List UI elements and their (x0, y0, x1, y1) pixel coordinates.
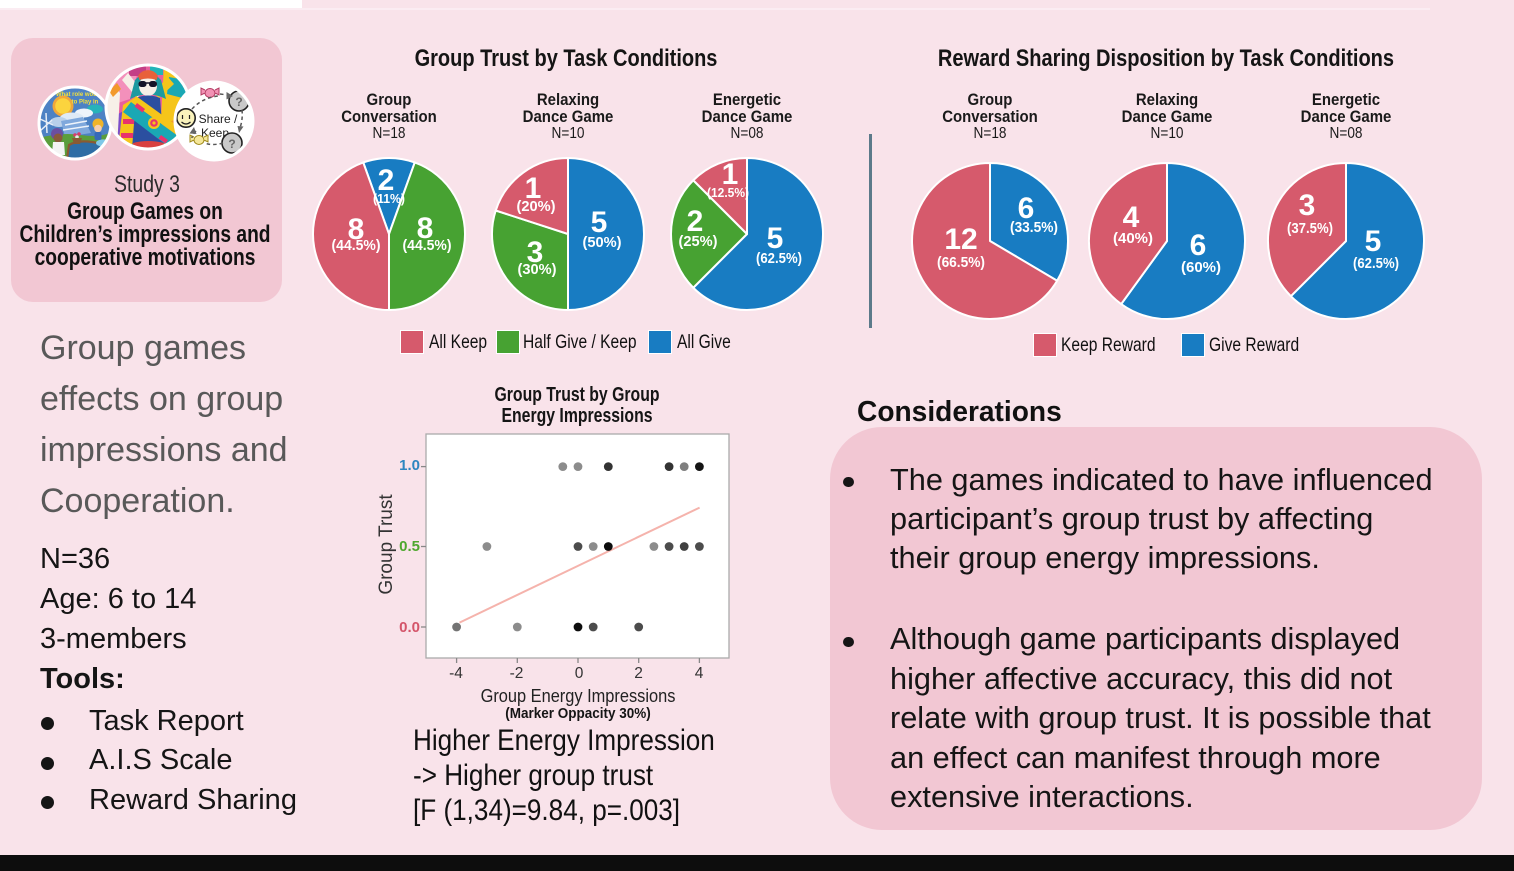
svg-text:(30%): (30%) (518, 261, 557, 278)
svg-text:(25%): (25%) (679, 233, 718, 250)
svg-text:(40%): (40%) (1113, 230, 1153, 247)
svg-text:Share /: Share / (199, 112, 238, 126)
svg-text:6: 6 (1018, 192, 1035, 225)
svg-text:2: 2 (378, 164, 395, 197)
svg-text:(60%): (60%) (1181, 259, 1221, 276)
svg-text:1: 1 (525, 172, 542, 205)
svg-text:(11%): (11%) (373, 191, 405, 206)
svg-text:5: 5 (591, 206, 608, 239)
svg-text:(50%): (50%) (583, 234, 622, 251)
svg-text:12: 12 (944, 223, 977, 256)
svg-text:to Play in: to Play in (72, 100, 99, 106)
svg-text:6: 6 (1190, 229, 1207, 262)
svg-text:What role would: What role would (56, 92, 103, 98)
svg-text:(20%): (20%) (517, 198, 556, 215)
svg-text:(62.5%): (62.5%) (1353, 255, 1399, 272)
svg-text:8: 8 (348, 213, 365, 246)
svg-text:3: 3 (1299, 189, 1316, 222)
svg-text:4: 4 (1123, 201, 1140, 234)
svg-text:?: ? (228, 137, 235, 151)
svg-text:(62.5%): (62.5%) (756, 250, 802, 267)
svg-text:1: 1 (722, 158, 739, 191)
svg-text:?: ? (235, 95, 242, 109)
svg-text:(12.5%): (12.5%) (707, 185, 749, 200)
svg-text:5: 5 (767, 222, 784, 255)
svg-text:(66.5%): (66.5%) (937, 254, 985, 271)
svg-text:5: 5 (1365, 225, 1382, 258)
svg-text:(44.5%): (44.5%) (403, 237, 452, 254)
svg-text:(44.5%): (44.5%) (332, 237, 381, 254)
svg-text:3: 3 (527, 236, 544, 269)
svg-text:(37.5%): (37.5%) (1287, 220, 1333, 237)
svg-text:8: 8 (417, 212, 434, 245)
svg-text:2: 2 (687, 205, 704, 238)
svg-text:(33.5%): (33.5%) (1010, 219, 1058, 236)
